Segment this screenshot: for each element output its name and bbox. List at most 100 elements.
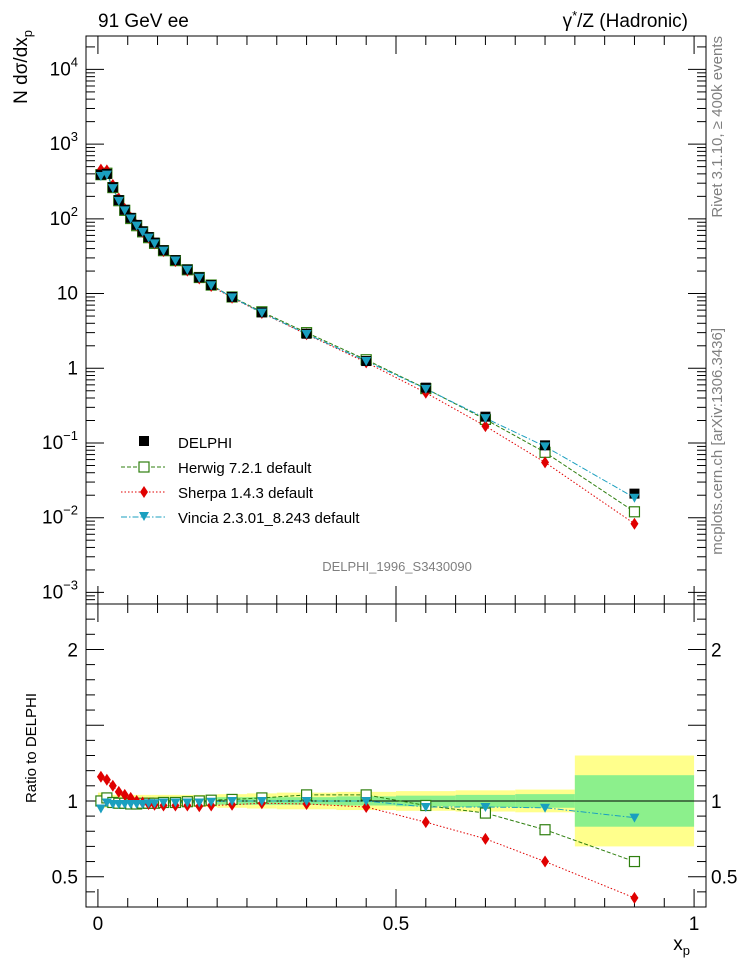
legend-marker-sherpa	[140, 486, 148, 498]
top-point-vincia	[629, 493, 640, 503]
top-ylabel: N dσ/dxp	[11, 30, 35, 104]
top-point-vincia	[194, 273, 205, 283]
top-point-vincia	[137, 227, 148, 237]
legend-entry-sherpa: Sherpa 1.4.3 default	[121, 485, 314, 502]
legend-entry-herwig: Herwig 7.2.1 default	[121, 460, 312, 477]
ratio-point-vincia	[629, 813, 640, 823]
right-title-suffix: /Z (Hadronic)	[577, 11, 688, 32]
top-point-vincia	[480, 414, 491, 424]
top-point-vincia	[540, 442, 551, 452]
y-tick-label: 10−1	[42, 428, 78, 454]
top-point-vincia	[158, 246, 169, 256]
ratio-point-vincia	[137, 799, 148, 809]
y-tick-base: 10	[57, 284, 78, 305]
legend-marker-vincia	[139, 512, 149, 521]
ratio-point-herwig	[539, 824, 551, 836]
ratio-point-sherpa	[421, 816, 430, 829]
top-ylabel-main: N dσ/dx	[11, 37, 32, 104]
legend-label-vincia: Vincia 2.3.01_8.243 default	[178, 510, 360, 527]
top-point-vincia	[182, 265, 193, 275]
ratio-point-vincia	[301, 796, 312, 806]
legend-entry-vincia: Vincia 2.3.01_8.243 default	[121, 510, 360, 527]
ratio-point-sherpa	[541, 855, 550, 868]
top-point-vincia	[131, 221, 142, 231]
y-tick-base: 10	[42, 508, 63, 529]
right-title-sup: *	[572, 8, 577, 23]
x-tick-label: 1	[689, 914, 700, 935]
ratio-point-sherpa	[102, 773, 111, 786]
ratio-point-vincia	[158, 798, 169, 808]
y-tick-label-left: 0.5	[52, 868, 78, 889]
y-tick-base: 10	[50, 209, 71, 230]
top-point-vincia	[143, 233, 154, 243]
y-tick-base: 1	[67, 358, 78, 379]
left-title: 91 GeV ee	[98, 11, 189, 32]
ratio-point-sherpa	[481, 832, 490, 845]
y-tick-label-right: 2	[711, 640, 722, 661]
series-lines	[100, 169, 635, 899]
y-tick-exponent: −3	[63, 577, 78, 592]
legend-label-delphi: DELPHI	[178, 435, 232, 452]
xlabel: xp	[673, 934, 690, 958]
bottom-ylabel: Ratio to DELPHI	[23, 693, 40, 803]
ratio-point-vincia	[420, 803, 431, 813]
y-tick-base: 10	[50, 134, 71, 155]
ratio-point-vincia	[361, 796, 372, 806]
top-point-vincia	[361, 357, 372, 367]
y-tick-base: 10	[42, 433, 63, 454]
ratio-point-vincia	[540, 803, 551, 813]
y-tick-label-right: 0.5	[711, 868, 737, 889]
ratio-point-vincia	[194, 798, 205, 808]
top-point-vincia	[227, 293, 238, 303]
y-tick-exponent: −2	[63, 503, 78, 518]
ratio-point-vincia	[480, 803, 491, 813]
top-point-sherpa	[630, 517, 639, 530]
legend: DELPHI Herwig 7.2.1 default Sherpa 1.4.3…	[121, 435, 360, 527]
y-tick-label-right: 1	[711, 792, 722, 813]
ratio-point-sherpa	[108, 779, 117, 792]
y-tick-label: 104	[50, 54, 78, 80]
rivet-label: Rivet 3.1.10, ≥ 400k events	[709, 36, 726, 218]
legend-marker-herwig	[138, 461, 150, 473]
y-tick-label: 103	[50, 129, 78, 155]
top-point-vincia	[107, 184, 118, 194]
y-tick-base: 10	[42, 582, 63, 603]
xlabel-main: x	[673, 934, 683, 955]
x-tick-label: 0.5	[383, 914, 409, 935]
ratio-point-vincia	[149, 799, 160, 809]
y-tick-label: 102	[50, 204, 78, 230]
top-point-vincia	[113, 196, 124, 206]
ratio-point-vincia	[170, 798, 181, 808]
legend-entry-delphi: DELPHI	[139, 435, 232, 452]
series-markers	[95, 163, 641, 904]
y-tick-base: 10	[50, 59, 71, 80]
legend-label-herwig: Herwig 7.2.1 default	[178, 460, 312, 477]
xlabel-sub: p	[683, 943, 690, 958]
y-tick-exponent: 2	[71, 204, 78, 219]
analysis-label: DELPHI_1996_S3430090	[322, 559, 472, 574]
ratio-point-vincia	[95, 804, 106, 814]
right-title-prefix: γ	[563, 11, 573, 32]
y-tick-label: 10−2	[42, 503, 78, 529]
y-tick-label-left: 1	[67, 792, 78, 813]
legend-label-sherpa: Sherpa 1.4.3 default	[178, 485, 314, 502]
ratio-point-vincia	[182, 798, 193, 808]
top-point-vincia	[101, 170, 112, 180]
y-tick-label: 10	[57, 284, 78, 305]
source-label: mcplots.cern.ch [arXiv:1306.3436]	[709, 328, 726, 555]
top-point-vincia	[420, 384, 431, 394]
x-tick-label: 0	[93, 914, 104, 935]
y-tick-exponent: 3	[71, 129, 78, 144]
y-tick-exponent: −1	[63, 428, 78, 443]
y-tick-exponent: 4	[71, 54, 78, 69]
top-point-vincia	[301, 329, 312, 339]
top-point-vincia	[170, 256, 181, 266]
top-point-sherpa	[541, 456, 550, 469]
ratio-point-vincia	[256, 796, 267, 806]
y-tick-label-left: 2	[67, 640, 78, 661]
top-point-vincia	[95, 171, 106, 181]
top-point-vincia	[206, 281, 217, 291]
top-point-vincia	[256, 308, 267, 318]
